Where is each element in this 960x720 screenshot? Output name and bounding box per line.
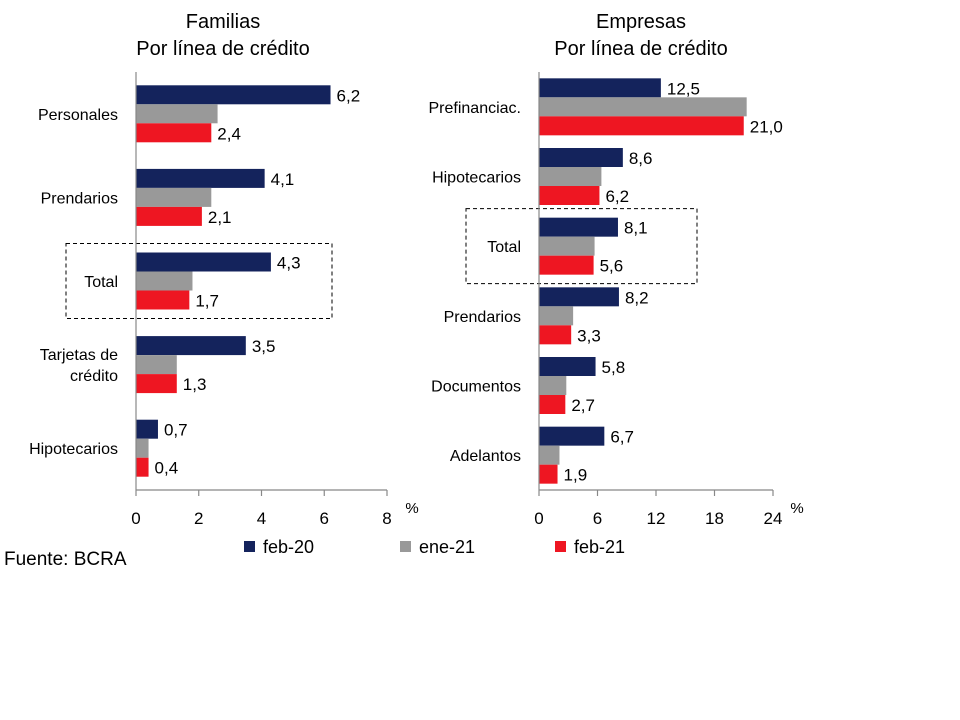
bar-ene-21 bbox=[539, 306, 574, 326]
category-label: Adelantos bbox=[450, 448, 521, 465]
chart-subtitle: Por línea de crédito bbox=[136, 38, 309, 60]
bar-ene-21 bbox=[539, 97, 747, 117]
category-label: Personales bbox=[38, 107, 118, 124]
data-label: 2,4 bbox=[217, 124, 241, 143]
data-label: 6,2 bbox=[337, 86, 361, 105]
bar-feb-21 bbox=[539, 116, 744, 136]
bar-feb-21 bbox=[539, 464, 558, 484]
bar-feb-20 bbox=[136, 85, 331, 105]
bar-ene-21 bbox=[136, 104, 218, 124]
bar-feb-21 bbox=[539, 186, 600, 205]
bar-ene-21 bbox=[136, 355, 177, 375]
data-label: 4,3 bbox=[277, 254, 301, 273]
data-label: 0,7 bbox=[164, 421, 188, 440]
bar-ene-21 bbox=[539, 376, 567, 395]
legend-label-ene-21: ene-21 bbox=[419, 537, 475, 557]
x-tick-label: 4 bbox=[257, 509, 266, 528]
bar-ene-21 bbox=[136, 438, 149, 458]
data-label: 3,5 bbox=[252, 337, 276, 356]
data-label: 12,5 bbox=[667, 79, 700, 98]
x-tick-label: 24 bbox=[764, 509, 783, 528]
data-label: 21,0 bbox=[750, 117, 783, 136]
x-tick-label: 18 bbox=[705, 509, 724, 528]
x-tick-label: 12 bbox=[647, 509, 666, 528]
data-label: 1,7 bbox=[195, 292, 219, 311]
x-axis-unit: % bbox=[790, 500, 803, 517]
data-label: 2,7 bbox=[571, 396, 595, 415]
category-label: Total bbox=[487, 239, 521, 256]
legend-swatch-ene-21 bbox=[400, 541, 411, 552]
data-label: 1,3 bbox=[183, 375, 207, 394]
chart-empresas: Empresas Por línea de crédito Prefinanciac… bbox=[429, 11, 804, 528]
data-label: 1,9 bbox=[564, 466, 588, 485]
bar-feb-20 bbox=[539, 287, 619, 307]
chart-subtitle: Por línea de crédito bbox=[554, 38, 727, 60]
chart-title: Empresas bbox=[596, 11, 686, 33]
data-label: 8,2 bbox=[625, 288, 649, 307]
x-tick-label: 0 bbox=[534, 509, 543, 528]
bar-ene-21 bbox=[136, 187, 212, 207]
data-label: 5,8 bbox=[602, 358, 626, 377]
category-label: Prendarios bbox=[444, 309, 521, 326]
legend-label-feb-21: feb-21 bbox=[574, 537, 625, 557]
data-label: 8,1 bbox=[624, 219, 648, 238]
data-label: 8,6 bbox=[629, 149, 653, 168]
bar-feb-20 bbox=[539, 426, 605, 446]
x-axis-unit: % bbox=[405, 500, 418, 517]
bar-ene-21 bbox=[539, 167, 602, 186]
legend-label-feb-20: feb-20 bbox=[263, 537, 314, 557]
data-label: 3,3 bbox=[577, 326, 601, 345]
legend-swatch-feb-20 bbox=[244, 541, 255, 552]
bar-feb-21 bbox=[136, 206, 202, 226]
bar-feb-20 bbox=[539, 357, 596, 376]
chart-title: Familias bbox=[186, 11, 260, 33]
total-highlight-box bbox=[465, 208, 698, 285]
total-highlight-box bbox=[65, 243, 333, 319]
category-label: Hipotecarios bbox=[29, 441, 118, 458]
category-label: Total bbox=[84, 274, 118, 291]
bar-feb-21 bbox=[136, 290, 190, 310]
x-tick-label: 6 bbox=[320, 509, 329, 528]
bar-feb-20 bbox=[539, 217, 618, 237]
source-note: Fuente: BCRA bbox=[4, 549, 127, 570]
x-tick-label: 0 bbox=[131, 509, 140, 528]
bar-feb-21 bbox=[136, 374, 177, 394]
legend-swatch-feb-21 bbox=[555, 541, 566, 552]
bar-ene-21 bbox=[539, 236, 595, 256]
data-label: 6,2 bbox=[605, 187, 629, 206]
bar-ene-21 bbox=[136, 271, 193, 291]
category-label: Prefinanciac. bbox=[429, 100, 522, 117]
data-label: 5,6 bbox=[600, 257, 624, 276]
bar-feb-20 bbox=[136, 419, 158, 439]
category-label: Documentos bbox=[431, 379, 521, 396]
bar-ene-21 bbox=[539, 445, 560, 465]
bar-feb-20 bbox=[136, 336, 246, 356]
data-label: 2,1 bbox=[208, 208, 232, 227]
legend: feb-20 ene-21 feb-21 bbox=[244, 537, 625, 557]
x-tick-label: 8 bbox=[382, 509, 391, 528]
category-label: Tarjetas de bbox=[40, 347, 118, 364]
bar-feb-21 bbox=[539, 325, 572, 345]
category-label: crédito bbox=[70, 368, 118, 385]
data-label: 6,7 bbox=[610, 428, 634, 447]
bar-feb-20 bbox=[136, 168, 265, 188]
bar-feb-21 bbox=[539, 395, 566, 414]
bar-feb-20 bbox=[539, 148, 623, 167]
bar-feb-20 bbox=[136, 252, 271, 272]
category-label: Hipotecarios bbox=[432, 170, 521, 187]
bar-feb-21 bbox=[539, 255, 594, 275]
data-label: 4,1 bbox=[271, 170, 295, 189]
bar-feb-21 bbox=[136, 457, 149, 477]
bar-feb-20 bbox=[539, 78, 661, 98]
chart-familias: Familias Por línea de crédito Personales 6,… bbox=[29, 11, 419, 528]
category-label: Prendarios bbox=[41, 190, 118, 207]
data-label: 0,4 bbox=[155, 459, 179, 478]
bar-feb-21 bbox=[136, 123, 212, 143]
x-tick-label: 6 bbox=[593, 509, 602, 528]
x-tick-label: 2 bbox=[194, 509, 203, 528]
